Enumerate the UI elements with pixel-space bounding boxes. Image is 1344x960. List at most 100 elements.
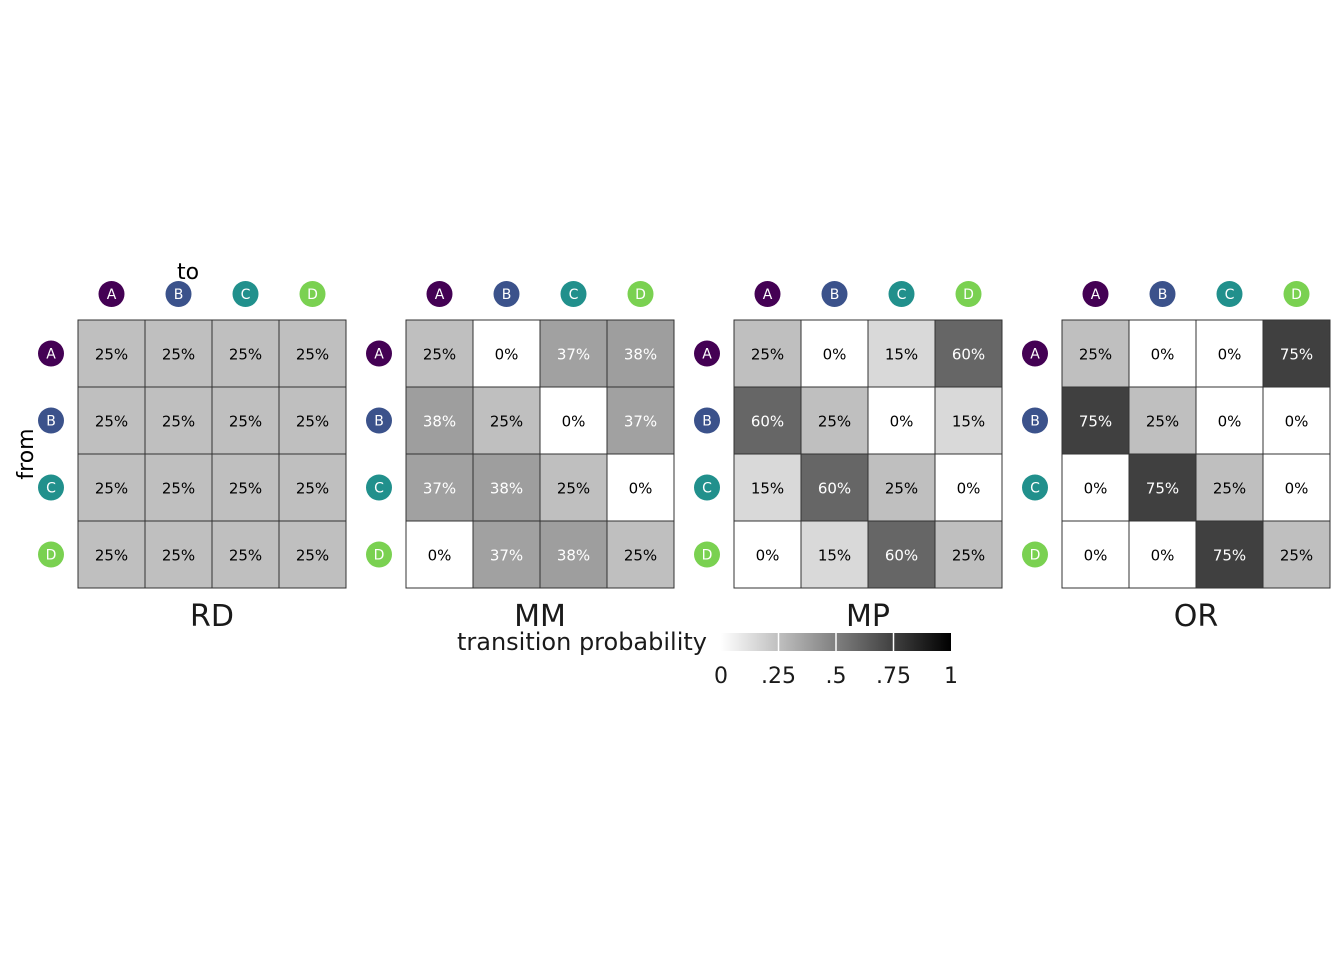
cell-value-label: 25%	[229, 480, 262, 498]
heatmap-cell	[1262, 386, 1331, 455]
column-state-icon	[426, 281, 453, 307]
cell-value-label: 25%	[624, 547, 657, 565]
cell-value-label: 25%	[1213, 480, 1246, 498]
row-state-label: A	[702, 347, 712, 363]
cell-value-label: 25%	[162, 547, 195, 565]
cell-value-label: 0%	[1218, 346, 1242, 364]
column-state-icon	[821, 281, 848, 307]
heatmap-cell	[1128, 319, 1197, 388]
row-state-icon	[694, 474, 720, 501]
cell-value-label: 25%	[423, 346, 456, 364]
legend-ticks: 0 .25 .5 .75 1	[714, 633, 958, 689]
cell-value-label: 25%	[490, 413, 523, 431]
column-state-icon	[955, 281, 982, 307]
column-state-label: A	[435, 287, 445, 303]
row-state-icon	[694, 407, 720, 434]
cell-value-label: 60%	[885, 547, 918, 565]
heatmap-cell	[733, 453, 802, 522]
cell-value-label: 0%	[562, 413, 586, 431]
panel-title: MP	[846, 599, 890, 634]
row-state-icon	[1022, 407, 1048, 434]
heatmap-cell	[77, 453, 146, 522]
heatmap-cell	[1195, 453, 1264, 522]
column-state-icon	[232, 281, 259, 307]
cell-value-label: 60%	[818, 480, 851, 498]
legend-tick-label: .75	[876, 664, 911, 689]
cell-value-label: 25%	[229, 547, 262, 565]
heatmap-cell	[1262, 319, 1331, 388]
row-state-label: C	[1030, 481, 1040, 497]
cell-value-label: 25%	[952, 547, 985, 565]
cell-value-label: 0%	[756, 547, 780, 565]
column-state-icon	[165, 281, 192, 307]
column-state-icon	[1082, 281, 1109, 307]
cell-value-label: 38%	[557, 547, 590, 565]
heatmap-cell	[278, 386, 347, 455]
column-state-label: C	[897, 287, 907, 303]
cell-value-label: 0%	[890, 413, 914, 431]
column-state-icon	[493, 281, 520, 307]
heatmap-cell	[211, 453, 280, 522]
cell-value-label: 25%	[229, 413, 262, 431]
legend-tick-label: 1	[944, 664, 958, 689]
row-state-icon	[694, 541, 720, 568]
cell-value-label: 0%	[428, 547, 452, 565]
row-state-label: B	[702, 414, 712, 430]
cell-value-label: 15%	[751, 480, 784, 498]
cell-value-label: 75%	[1280, 346, 1313, 364]
heatmap-cell	[867, 453, 936, 522]
heatmap-cell	[1262, 520, 1331, 589]
heatmap-cell	[539, 386, 608, 455]
column-state-icon	[1216, 281, 1243, 307]
panel-rd: A B C D A B C D 25% 25% 25% 25% 25% 25% 25% 25% 25% 25% 25…	[38, 281, 347, 634]
cell-value-label: 37%	[423, 480, 456, 498]
cell-value-label: 38%	[423, 413, 456, 431]
cell-value-label: 25%	[296, 346, 329, 364]
heatmap-cell	[405, 319, 474, 388]
cell-value-label: 38%	[624, 346, 657, 364]
heatmap-cell	[1195, 319, 1264, 388]
cell-value-label: 25%	[296, 413, 329, 431]
row-state-label: A	[46, 347, 56, 363]
row-state-icon	[38, 407, 64, 434]
cell-value-label: 37%	[624, 413, 657, 431]
heatmap-cell	[278, 520, 347, 589]
cell-value-label: 75%	[1213, 547, 1246, 565]
heatmap-cell	[1128, 453, 1197, 522]
legend-tick-label: .25	[761, 664, 796, 689]
column-state-icon	[299, 281, 326, 307]
panel-title: MM	[514, 599, 566, 634]
column-state-label: A	[107, 287, 117, 303]
cell-value-label: 25%	[229, 346, 262, 364]
panel-title: OR	[1174, 599, 1218, 634]
column-state-label: B	[830, 287, 840, 303]
panel-mm: A B C D A B C D 25% 0% 37% 38% 38% 25% 0% 37% 37% 38% 25% 0…	[366, 281, 675, 634]
cell-value-label: 25%	[95, 346, 128, 364]
cell-value-label: 25%	[751, 346, 784, 364]
row-state-label: D	[374, 548, 385, 564]
cell-value-label: 75%	[1079, 413, 1112, 431]
heatmap-cell	[606, 453, 675, 522]
cell-value-label: 0%	[1084, 547, 1108, 565]
heatmap-cell	[1262, 453, 1331, 522]
cell-value-label: 25%	[1280, 547, 1313, 565]
column-state-icon	[627, 281, 654, 307]
heatmap-cell	[1195, 520, 1264, 589]
heatmap-cell	[278, 319, 347, 388]
heatmap-cell	[211, 319, 280, 388]
cell-value-label: 25%	[95, 413, 128, 431]
cell-value-label: 15%	[885, 346, 918, 364]
row-state-label: C	[46, 481, 56, 497]
column-state-label: C	[241, 287, 251, 303]
cell-value-label: 25%	[296, 547, 329, 565]
row-state-icon	[366, 474, 392, 501]
column-state-icon	[754, 281, 781, 307]
heatmap-cell	[800, 520, 869, 589]
heatmap-cell	[606, 520, 675, 589]
cell-value-label: 38%	[490, 480, 523, 498]
legend: transition probability 0 .25 .5 .75 1	[457, 628, 958, 689]
heatmap-cell	[867, 319, 936, 388]
heatmap-cell	[1061, 319, 1130, 388]
row-state-icon	[38, 340, 64, 367]
